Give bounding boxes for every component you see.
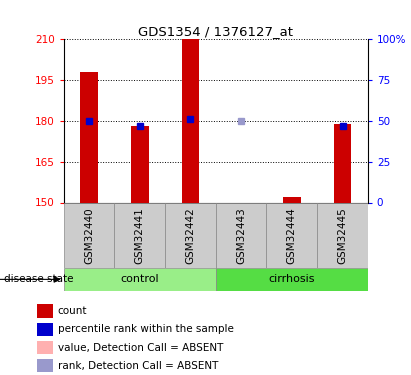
Bar — [114, 202, 165, 268]
Text: disease state: disease state — [4, 274, 74, 284]
Text: GSM32445: GSM32445 — [337, 207, 347, 264]
Bar — [216, 202, 266, 268]
Bar — [80, 72, 98, 202]
Title: GDS1354 / 1376127_at: GDS1354 / 1376127_at — [138, 25, 293, 38]
Bar — [334, 124, 351, 202]
Bar — [266, 202, 317, 268]
Text: GSM32440: GSM32440 — [84, 207, 94, 264]
Bar — [37, 323, 53, 336]
Bar — [182, 39, 199, 203]
Bar — [165, 202, 216, 268]
Bar — [37, 341, 53, 354]
Bar — [283, 197, 301, 202]
Text: percentile rank within the sample: percentile rank within the sample — [58, 324, 233, 334]
Text: GSM32441: GSM32441 — [135, 207, 145, 264]
Bar — [131, 126, 149, 202]
Bar — [64, 268, 216, 291]
Bar — [64, 202, 114, 268]
Bar — [216, 268, 368, 291]
Text: cirrhosis: cirrhosis — [268, 274, 315, 284]
Text: GSM32443: GSM32443 — [236, 207, 246, 264]
Bar — [317, 202, 368, 268]
Text: control: control — [120, 274, 159, 284]
Bar — [37, 359, 53, 372]
Text: GSM32444: GSM32444 — [287, 207, 297, 264]
Text: count: count — [58, 306, 87, 316]
Text: GSM32442: GSM32442 — [185, 207, 195, 264]
Text: rank, Detection Call = ABSENT: rank, Detection Call = ABSENT — [58, 361, 218, 371]
Text: value, Detection Call = ABSENT: value, Detection Call = ABSENT — [58, 343, 223, 352]
Bar — [37, 304, 53, 318]
